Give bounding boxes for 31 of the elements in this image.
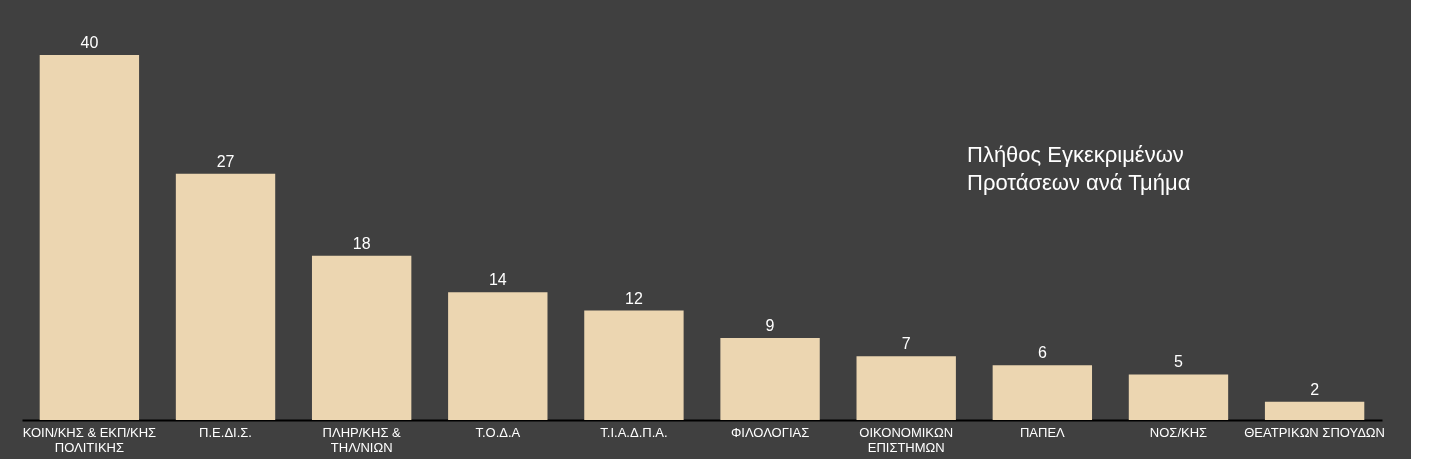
bar <box>448 292 548 420</box>
bar <box>856 356 956 420</box>
data-label: 5 <box>1174 353 1184 371</box>
data-label: 40 <box>80 34 99 51</box>
x-tick-label: ΚΟΙΝ/ΚΗΣ & ΕΚΠ/ΚΗΣ ΠΟΛΙΤΙΚΗΣ <box>22 424 157 455</box>
data-label: 2 <box>1310 380 1320 398</box>
x-tick-label: ΠΛΗΡ/ΚΗΣ & ΤΗΛ/ΝΙΩΝ <box>322 424 402 455</box>
x-tick-label: ΦΙΛΟΛΟΓΙΑΣ <box>730 424 810 440</box>
x-tick-label: ΝΟΣ/ΚΗΣ <box>1149 424 1208 440</box>
data-label: 7 <box>901 335 911 353</box>
x-tick-label: ΘΕΑΤΡΙΚΩΝ ΣΠΟΥΔΩΝ <box>1244 424 1385 440</box>
x-tick-label: Π.Ε.ΔΙ.Σ. <box>199 424 252 440</box>
bar <box>992 365 1093 420</box>
data-label: 27 <box>216 152 235 170</box>
bar <box>584 310 684 420</box>
x-tick-label: Τ.Ι.Α.Δ.Π.Α. <box>600 424 668 440</box>
text: Πλήθος Εγκεκριμένων Προτάσεων ανά Τμήμα <box>967 142 1191 195</box>
bar <box>720 337 820 420</box>
data-label: 12 <box>625 289 643 307</box>
data-label: 18 <box>352 234 371 252</box>
bar <box>1128 374 1229 420</box>
data-label: 9 <box>765 316 775 334</box>
x-tick-label: ΠΑΠΕΛ <box>1019 424 1066 440</box>
data-label: 6 <box>1037 344 1047 362</box>
bar <box>1264 401 1365 420</box>
bar <box>311 255 412 420</box>
x-tick-label: Τ.Ο.Δ.Α <box>475 424 521 440</box>
bar <box>175 173 276 420</box>
bar <box>39 55 140 420</box>
x-tick-label: ΟΙΚΟΝΟΜΙΚΩΝ ΕΠΙΣΤΗΜΩΝ <box>859 424 954 455</box>
data-label: 14 <box>488 271 507 289</box>
